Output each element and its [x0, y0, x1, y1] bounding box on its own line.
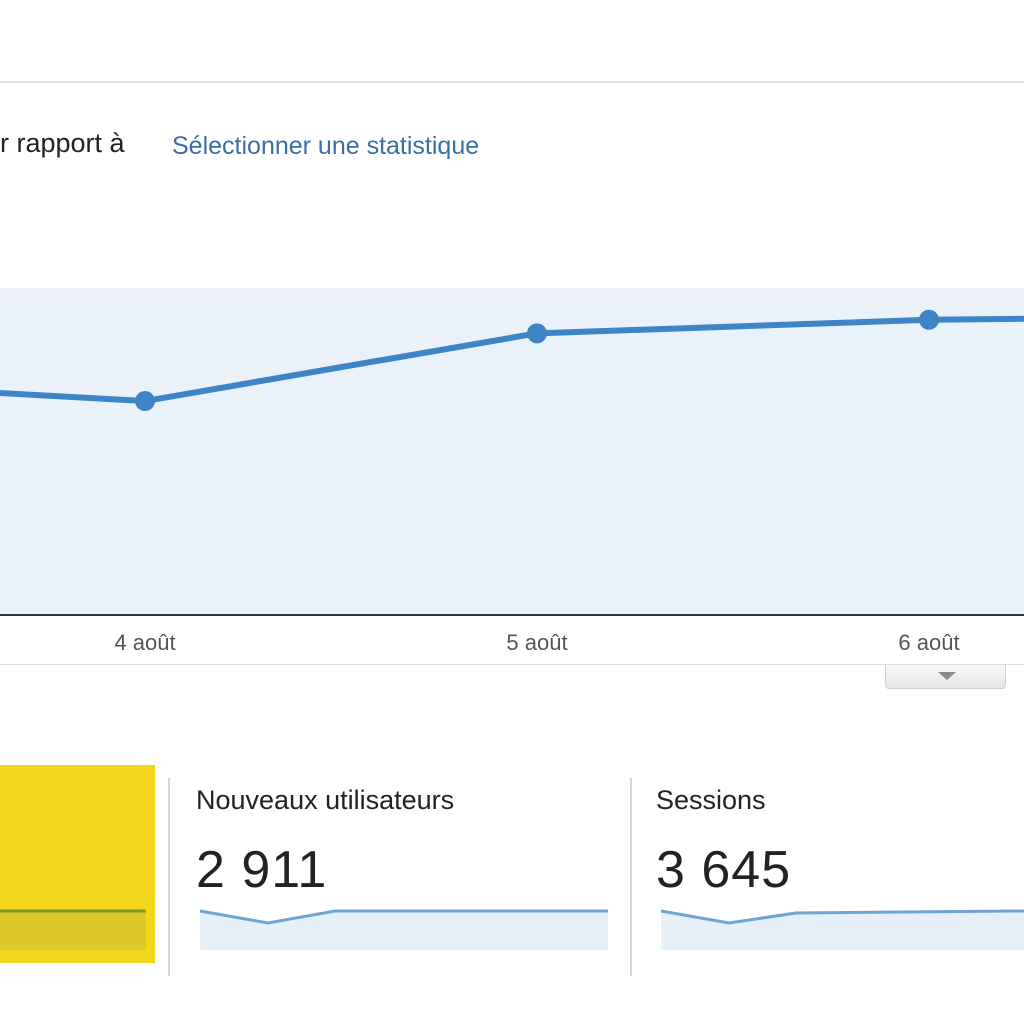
x-tick-label: 6 août [898, 630, 959, 655]
card-separator [630, 778, 632, 976]
sparkline-highlighted [0, 909, 146, 950]
chevron-down-icon [938, 672, 956, 680]
select-metric-link[interactable]: Sélectionner une statistique [172, 132, 480, 160]
chart-bottom-divider [0, 664, 1024, 665]
data-point[interactable] [135, 391, 155, 412]
sparkline-new-users [200, 909, 608, 950]
metric-title-sessions: Sessions [656, 785, 766, 815]
metric-card-highlighted[interactable] [0, 765, 155, 963]
compare-label: r rapport à [0, 128, 125, 158]
collapse-chart-toggle[interactable] [885, 665, 1006, 689]
metric-value-new-users: 2 911 [196, 841, 328, 899]
x-tick-label: 4 août [114, 630, 175, 655]
metric-title-new-users: Nouveaux utilisateurs [196, 785, 455, 815]
data-point[interactable] [527, 323, 547, 344]
card-separator [168, 778, 170, 976]
top-divider [0, 81, 1024, 83]
sparkline-sessions [661, 909, 1024, 950]
data-point[interactable] [919, 309, 939, 330]
metric-value-sessions: 3 645 [656, 841, 792, 899]
main-line-chart: 4 août 5 août 6 août [0, 288, 1024, 655]
x-tick-label: 5 août [506, 630, 567, 655]
series-area [0, 318, 1024, 615]
